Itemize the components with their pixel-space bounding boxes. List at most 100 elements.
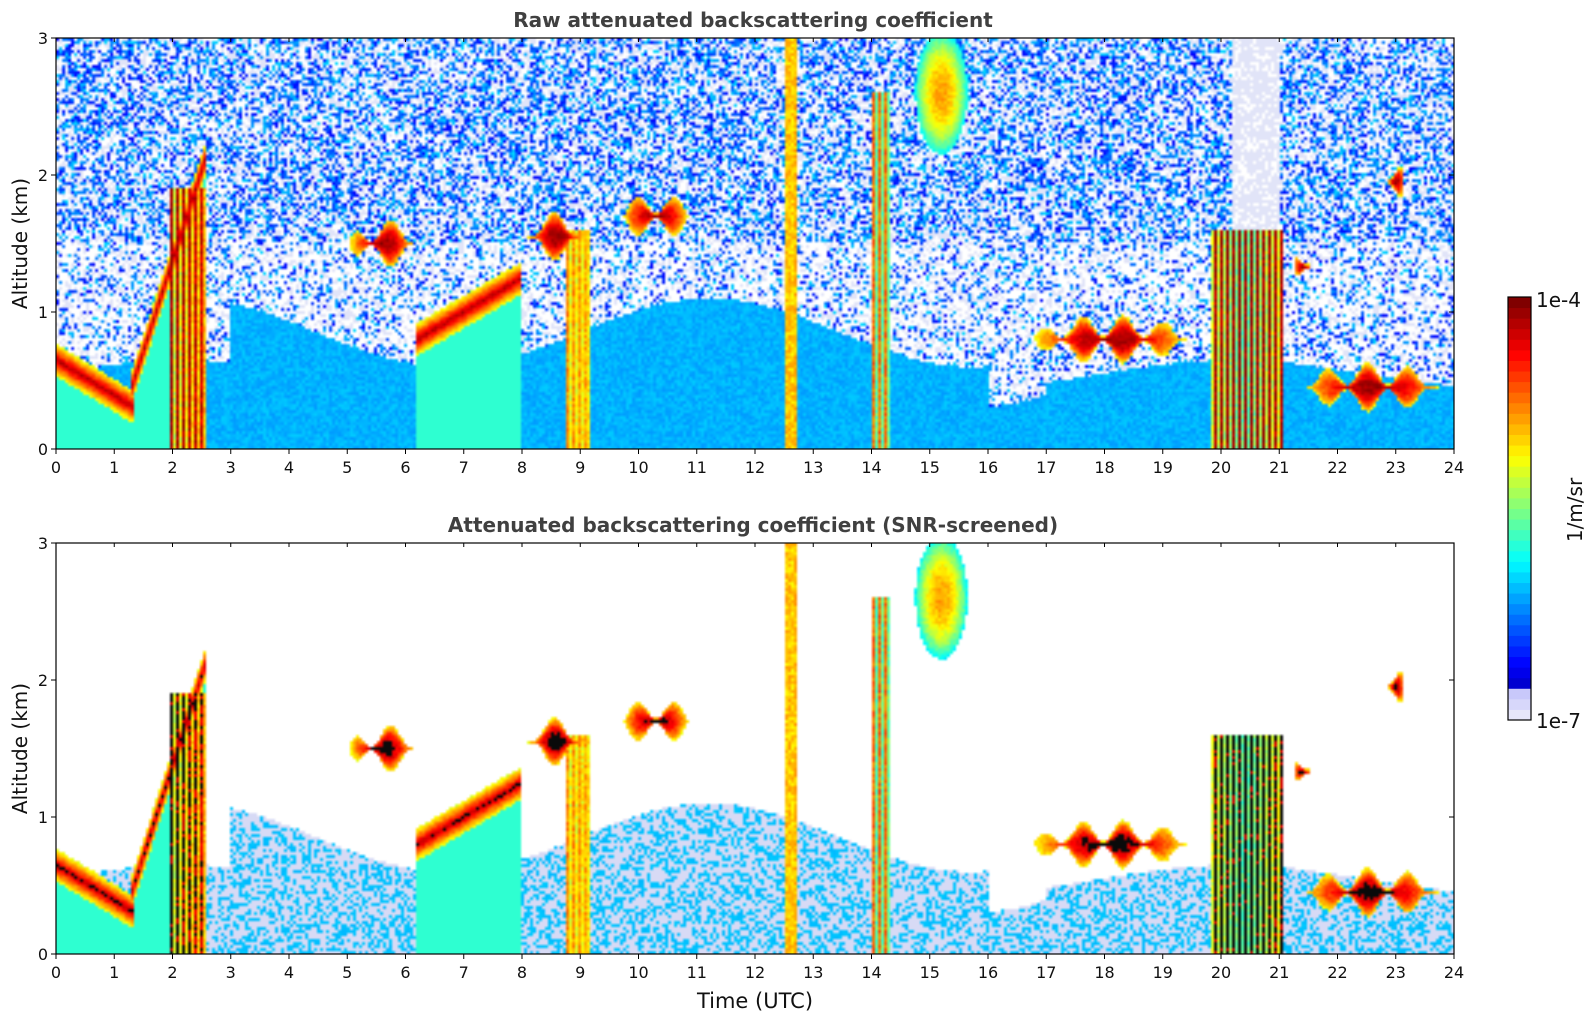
- x-tick-label: 6: [400, 458, 410, 477]
- x-tick-label: 10: [628, 458, 648, 477]
- x-tick-label: 11: [687, 458, 707, 477]
- x-tick-label: 4: [284, 963, 294, 982]
- backscatter-heatmap-raw: [56, 38, 1454, 449]
- x-ticks-raw: 0 1 2 3 4 5 6 7 8 9 10 11 12 13 14 15 16 17 18 19 20 21 22 23 24: [51, 38, 1464, 477]
- colorbar-band: [1508, 709, 1531, 721]
- colorbar-band: [1508, 645, 1531, 658]
- colorbar-band: [1508, 413, 1531, 425]
- colorbar-band: [1508, 445, 1531, 457]
- colorbar-band: [1508, 635, 1531, 647]
- y-tick-label: 3: [38, 534, 48, 553]
- colorbar-gradient: [1508, 297, 1531, 721]
- x-tick-label: 1: [109, 458, 119, 477]
- x-tick-label: 17: [1036, 963, 1056, 982]
- colorbar-band: [1508, 497, 1531, 509]
- colorbar-band: [1508, 656, 1531, 668]
- colorbar-band: [1508, 698, 1531, 710]
- y-axis-label-raw: Altitude (km): [8, 178, 32, 309]
- colorbar-min-label: 1e-7: [1536, 709, 1581, 733]
- colorbar-band: [1508, 593, 1531, 605]
- x-tick-label: 2: [167, 963, 177, 982]
- colorbar-band: [1508, 677, 1531, 689]
- panel-raw-title: Raw attenuated backscattering coefficien…: [513, 8, 993, 32]
- x-tick-label: 23: [1386, 963, 1406, 982]
- colorbar-band: [1508, 349, 1531, 361]
- y-tick-label: 3: [38, 29, 48, 48]
- x-tick-label: 18: [1094, 963, 1114, 982]
- colorbar-band: [1508, 402, 1531, 414]
- x-tick-label: 19: [1153, 458, 1173, 477]
- colorbar: 1e-4 1e-7 1/m/sr: [1507, 288, 1587, 733]
- x-tick-label: 23: [1386, 458, 1406, 477]
- y-tick-label: 0: [38, 440, 48, 459]
- x-tick-label: 22: [1327, 963, 1347, 982]
- x-tick-label: 16: [978, 458, 998, 477]
- y-tick-label: 2: [38, 166, 48, 185]
- colorbar-unit-label: 1/m/sr: [1563, 477, 1587, 542]
- y-axis-label-screened: Altitude (km): [8, 683, 32, 814]
- y-tick-label: 2: [38, 671, 48, 690]
- x-tick-label: 5: [342, 458, 352, 477]
- x-tick-label: 8: [517, 963, 527, 982]
- x-tick-label: 15: [920, 963, 940, 982]
- x-tick-label: 8: [517, 458, 527, 477]
- x-tick-label: 5: [342, 963, 352, 982]
- colorbar-band: [1508, 371, 1531, 383]
- y-tick-label: 1: [38, 303, 48, 322]
- colorbar-band: [1508, 571, 1531, 584]
- y-tick-label: 0: [38, 945, 48, 964]
- x-tick-label: 1: [109, 963, 119, 982]
- x-tick-label: 13: [803, 458, 823, 477]
- colorbar-band: [1508, 392, 1531, 404]
- colorbar-band: [1508, 667, 1531, 679]
- x-tick-label: 7: [459, 963, 469, 982]
- colorbar-band: [1508, 519, 1531, 531]
- x-tick-label: 21: [1269, 963, 1289, 982]
- x-tick-label: 15: [920, 458, 940, 477]
- y-ticks-screened: 0 1 2 3: [38, 534, 1454, 964]
- colorbar-band: [1508, 540, 1531, 552]
- x-tick-label: 11: [687, 963, 707, 982]
- x-tick-label: 9: [575, 963, 585, 982]
- x-tick-label: 6: [400, 963, 410, 982]
- x-tick-label: 9: [575, 458, 585, 477]
- colorbar-band: [1508, 423, 1531, 435]
- colorbar-band: [1508, 582, 1531, 594]
- y-tick-label: 1: [38, 808, 48, 827]
- x-tick-label: 3: [226, 963, 236, 982]
- colorbar-band: [1508, 381, 1531, 393]
- x-tick-label: 10: [628, 963, 648, 982]
- colorbar-band: [1508, 603, 1531, 615]
- colorbar-band: [1508, 529, 1531, 541]
- colorbar-band: [1508, 297, 1531, 309]
- colorbar-band: [1508, 466, 1531, 478]
- colorbar-band: [1508, 624, 1531, 636]
- colorbar-band: [1508, 688, 1531, 700]
- colorbar-band: [1508, 487, 1531, 499]
- y-ticks-raw: 0 1 2 3: [38, 29, 1454, 459]
- colorbar-band: [1508, 455, 1531, 467]
- colorbar-band: [1508, 318, 1531, 330]
- x-tick-label: 18: [1094, 458, 1114, 477]
- x-axis-label: Time (UTC): [696, 989, 813, 1013]
- x-tick-label: 12: [745, 458, 765, 477]
- x-tick-label: 14: [861, 963, 881, 982]
- colorbar-band: [1508, 561, 1531, 573]
- colorbar-band: [1508, 328, 1531, 340]
- backscatter-heatmap-screened: [56, 543, 1454, 954]
- colorbar-band: [1508, 360, 1531, 372]
- x-tick-label: 13: [803, 963, 823, 982]
- x-tick-label: 14: [861, 458, 881, 477]
- x-tick-label: 22: [1327, 458, 1347, 477]
- colorbar-band: [1508, 508, 1531, 520]
- x-ticks-screened: 0 1 2 3 4 5 6 7 8 9 10 11 12 13 14 15 16 17 18 19 20 21 22 23 24: [51, 543, 1464, 982]
- colorbar-band: [1508, 307, 1531, 319]
- x-tick-label: 21: [1269, 458, 1289, 477]
- x-tick-label: 2: [167, 458, 177, 477]
- panel-screened-title: Attenuated backscattering coefficient (S…: [448, 513, 1058, 537]
- colorbar-band: [1508, 434, 1531, 446]
- x-tick-label: 0: [51, 458, 61, 477]
- x-tick-label: 3: [226, 458, 236, 477]
- x-tick-label: 19: [1153, 963, 1173, 982]
